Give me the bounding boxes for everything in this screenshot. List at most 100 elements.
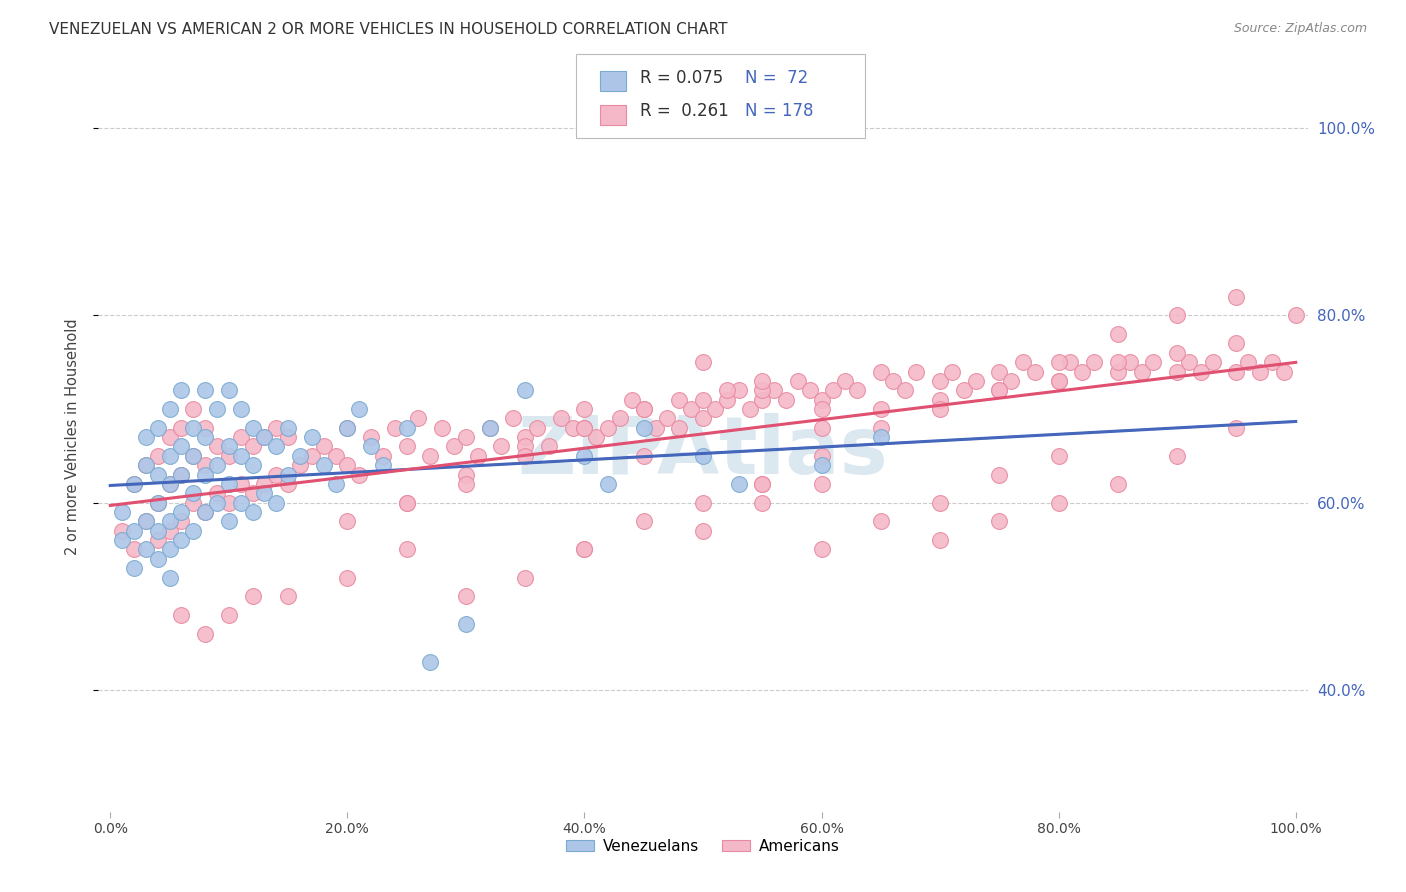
Point — [786, 374, 808, 388]
Point — [229, 449, 252, 463]
Point — [1166, 449, 1188, 463]
Point — [419, 449, 441, 463]
Point — [159, 514, 181, 528]
Point — [146, 524, 169, 538]
Point — [550, 411, 572, 425]
Text: N =  72: N = 72 — [745, 69, 808, 87]
Point — [181, 524, 204, 538]
Point — [1225, 420, 1247, 434]
Point — [1047, 449, 1070, 463]
Point — [253, 430, 276, 444]
Point — [194, 505, 217, 519]
Point — [194, 420, 217, 434]
Point — [751, 476, 773, 491]
Point — [988, 365, 1011, 379]
Point — [515, 440, 537, 454]
Point — [218, 514, 240, 528]
Point — [181, 402, 204, 417]
Point — [740, 402, 762, 417]
Point — [1178, 355, 1201, 369]
Point — [454, 430, 477, 444]
Point — [515, 571, 537, 585]
Point — [810, 458, 832, 473]
Point — [1166, 365, 1188, 379]
Point — [277, 467, 299, 482]
Point — [467, 449, 489, 463]
Point — [122, 524, 145, 538]
Point — [1047, 374, 1070, 388]
Point — [1130, 365, 1153, 379]
Point — [146, 420, 169, 434]
Point — [122, 476, 145, 491]
Point — [288, 458, 311, 473]
Point — [1119, 355, 1142, 369]
Point — [159, 476, 181, 491]
Point — [194, 505, 217, 519]
Point — [751, 374, 773, 388]
Point — [229, 430, 252, 444]
Point — [312, 458, 335, 473]
Point — [692, 449, 714, 463]
Point — [159, 430, 181, 444]
Point — [810, 420, 832, 434]
Point — [1225, 289, 1247, 303]
Point — [1024, 365, 1046, 379]
Point — [205, 496, 228, 510]
Point — [122, 561, 145, 575]
Text: VENEZUELAN VS AMERICAN 2 OR MORE VEHICLES IN HOUSEHOLD CORRELATION CHART: VENEZUELAN VS AMERICAN 2 OR MORE VEHICLE… — [49, 22, 728, 37]
Point — [869, 420, 891, 434]
Point — [454, 476, 477, 491]
Point — [146, 496, 169, 510]
Point — [1059, 355, 1081, 369]
Point — [692, 392, 714, 407]
Point — [869, 514, 891, 528]
Point — [181, 486, 204, 500]
Point — [325, 449, 347, 463]
Point — [218, 496, 240, 510]
Point — [135, 514, 157, 528]
Point — [561, 420, 583, 434]
Point — [146, 533, 169, 547]
Point — [181, 496, 204, 510]
Point — [253, 430, 276, 444]
Point — [633, 420, 655, 434]
Point — [574, 402, 596, 417]
Point — [692, 411, 714, 425]
Point — [633, 449, 655, 463]
Point — [384, 420, 406, 434]
Point — [869, 402, 891, 417]
Point — [194, 458, 217, 473]
Point — [371, 449, 394, 463]
Point — [242, 590, 264, 604]
Point — [336, 514, 359, 528]
Point — [170, 514, 193, 528]
Point — [515, 430, 537, 444]
Point — [810, 476, 832, 491]
Point — [692, 496, 714, 510]
Point — [242, 486, 264, 500]
Point — [1225, 365, 1247, 379]
Point — [1166, 308, 1188, 322]
Point — [810, 402, 832, 417]
Point — [218, 384, 240, 398]
Text: R =  0.261: R = 0.261 — [640, 103, 728, 120]
Point — [515, 384, 537, 398]
Point — [135, 458, 157, 473]
Point — [194, 430, 217, 444]
Point — [218, 449, 240, 463]
Point — [146, 467, 169, 482]
Point — [111, 533, 134, 547]
Point — [941, 365, 963, 379]
Point — [264, 496, 287, 510]
Point — [988, 467, 1011, 482]
Point — [515, 449, 537, 463]
Point — [135, 542, 157, 557]
Point — [574, 542, 596, 557]
Point — [988, 384, 1011, 398]
Point — [264, 440, 287, 454]
Point — [574, 542, 596, 557]
Point — [159, 571, 181, 585]
Point — [135, 514, 157, 528]
Text: R = 0.075: R = 0.075 — [640, 69, 723, 87]
Point — [347, 467, 370, 482]
